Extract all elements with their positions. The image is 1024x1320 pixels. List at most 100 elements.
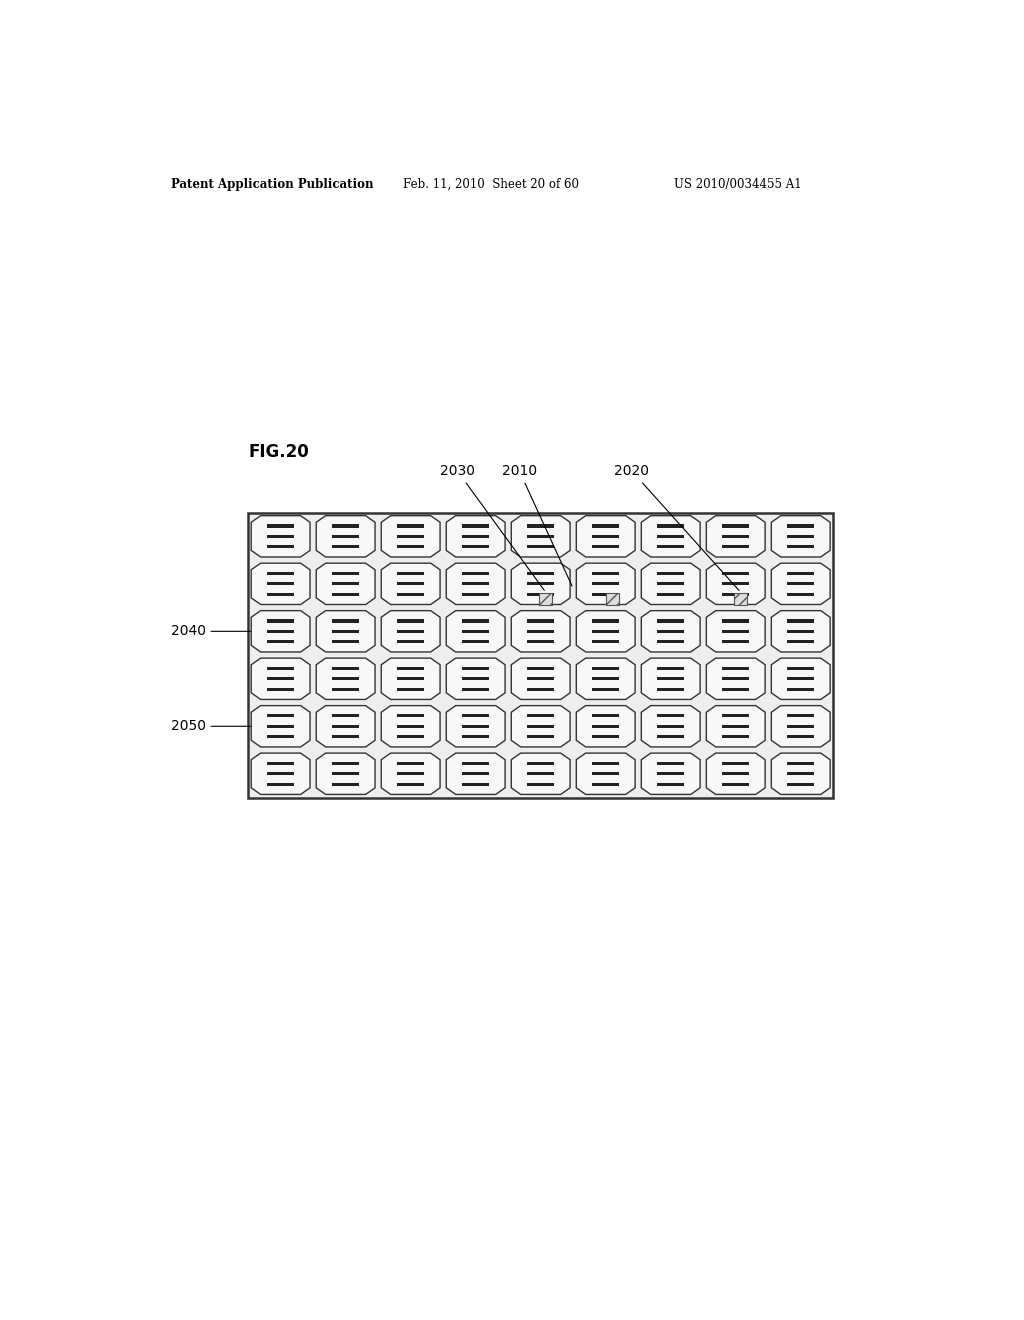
Polygon shape — [381, 754, 440, 795]
Bar — [267, 772, 294, 775]
Bar — [527, 714, 554, 718]
Bar — [332, 630, 359, 634]
Bar — [462, 535, 489, 539]
Polygon shape — [446, 516, 505, 557]
Bar — [462, 640, 489, 643]
Bar — [397, 735, 424, 738]
Polygon shape — [251, 706, 310, 747]
Bar — [787, 688, 814, 690]
Bar — [540, 593, 552, 606]
Text: Feb. 11, 2010  Sheet 20 of 60: Feb. 11, 2010 Sheet 20 of 60 — [403, 178, 580, 190]
Bar — [592, 640, 620, 643]
Polygon shape — [707, 611, 765, 652]
Polygon shape — [316, 706, 375, 747]
Polygon shape — [381, 516, 440, 557]
Bar — [267, 582, 294, 586]
Bar — [657, 735, 684, 738]
Bar — [462, 619, 489, 623]
Bar — [722, 535, 750, 539]
Polygon shape — [641, 564, 700, 605]
Text: 2020: 2020 — [614, 463, 739, 590]
Bar — [527, 593, 554, 595]
Bar — [787, 630, 814, 634]
Bar — [722, 545, 750, 548]
Bar — [592, 545, 620, 548]
Bar — [462, 688, 489, 690]
Bar — [592, 735, 620, 738]
Bar — [722, 619, 750, 623]
Bar — [267, 524, 294, 528]
Bar — [722, 593, 750, 595]
Bar — [397, 762, 424, 766]
Polygon shape — [707, 706, 765, 747]
Polygon shape — [641, 754, 700, 795]
Bar — [592, 619, 620, 623]
Bar — [527, 735, 554, 738]
Bar — [527, 725, 554, 727]
Bar — [397, 524, 424, 528]
Bar — [397, 582, 424, 586]
Bar — [592, 535, 620, 539]
Bar — [592, 572, 620, 576]
Polygon shape — [577, 564, 635, 605]
Bar — [592, 714, 620, 718]
Bar — [722, 735, 750, 738]
Bar — [332, 545, 359, 548]
Bar — [332, 677, 359, 680]
Bar — [722, 640, 750, 643]
Bar — [592, 593, 620, 595]
Polygon shape — [511, 611, 570, 652]
Bar — [787, 640, 814, 643]
Bar — [657, 535, 684, 539]
Bar — [657, 714, 684, 718]
Bar — [527, 762, 554, 766]
Polygon shape — [771, 611, 830, 652]
Polygon shape — [381, 564, 440, 605]
Bar — [462, 582, 489, 586]
Polygon shape — [316, 659, 375, 700]
Bar — [722, 524, 750, 528]
Polygon shape — [381, 706, 440, 747]
Bar — [527, 619, 554, 623]
Bar — [397, 572, 424, 576]
Polygon shape — [511, 754, 570, 795]
Bar — [397, 619, 424, 623]
Bar — [267, 619, 294, 623]
Text: 2050: 2050 — [171, 719, 251, 734]
Polygon shape — [641, 611, 700, 652]
Bar — [462, 677, 489, 680]
Bar — [657, 725, 684, 727]
Bar — [657, 772, 684, 775]
Bar — [722, 630, 750, 634]
Bar — [462, 667, 489, 671]
Bar — [267, 535, 294, 539]
Polygon shape — [446, 611, 505, 652]
Bar — [657, 677, 684, 680]
Bar — [657, 667, 684, 671]
Bar — [787, 762, 814, 766]
Polygon shape — [316, 611, 375, 652]
Text: 2040: 2040 — [171, 624, 251, 639]
Bar — [267, 783, 294, 785]
Bar — [592, 630, 620, 634]
Bar — [462, 593, 489, 595]
Bar — [787, 524, 814, 528]
Bar — [722, 582, 750, 586]
Polygon shape — [511, 659, 570, 700]
Polygon shape — [771, 516, 830, 557]
Bar — [787, 725, 814, 727]
Bar — [332, 714, 359, 718]
Text: US 2010/0034455 A1: US 2010/0034455 A1 — [675, 178, 802, 190]
Bar — [722, 688, 750, 690]
Bar — [397, 783, 424, 785]
Bar — [397, 725, 424, 727]
Bar — [397, 714, 424, 718]
Bar — [397, 688, 424, 690]
Bar — [267, 572, 294, 576]
Bar — [332, 572, 359, 576]
Polygon shape — [577, 754, 635, 795]
Bar — [332, 783, 359, 785]
Polygon shape — [771, 659, 830, 700]
Bar — [787, 783, 814, 785]
Polygon shape — [446, 564, 505, 605]
